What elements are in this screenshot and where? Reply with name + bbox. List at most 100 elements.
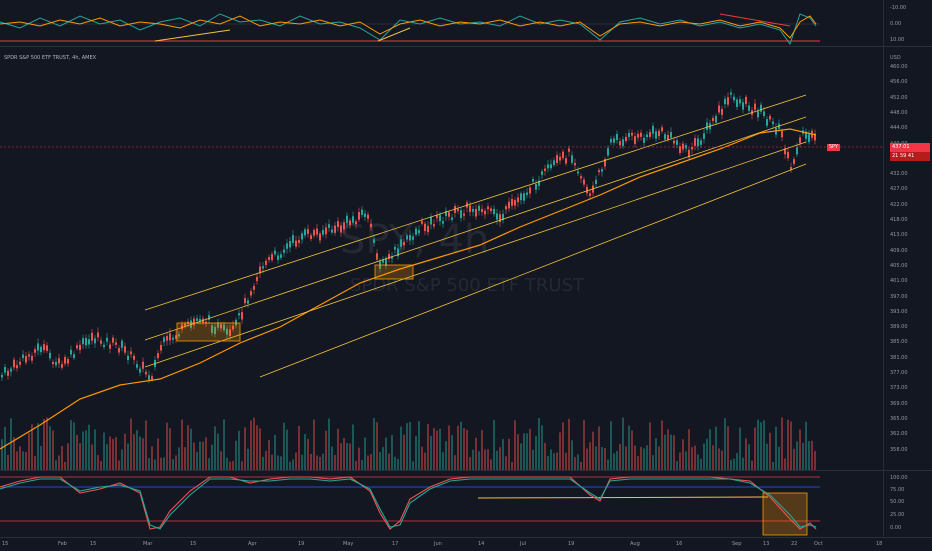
volume-bar	[514, 420, 516, 470]
price-axis[interactable]: USD 460.00456.00452.00448.00444.00440.00…	[883, 47, 932, 470]
volume-bar	[1, 439, 3, 470]
volume-bar	[646, 445, 648, 470]
candle-body	[328, 224, 330, 228]
candle-body	[556, 155, 558, 163]
candle-body	[745, 96, 747, 104]
price-axis-tick: 358.00	[890, 446, 908, 453]
candle-body	[178, 334, 180, 337]
volume-bar	[412, 461, 414, 470]
top-axis-tick: -10.00	[890, 5, 907, 11]
volume-bar	[76, 434, 78, 470]
bottom-oscillator-pane[interactable]	[0, 471, 884, 536]
volume-bar	[751, 460, 753, 470]
candle-body	[241, 312, 243, 320]
volume-bar	[37, 423, 39, 470]
volume-bar	[103, 432, 105, 470]
candle-body	[529, 187, 531, 194]
candle-body	[586, 186, 588, 194]
bottom-oscillator-axis[interactable]: 100.00 75.00 50.00 25.00 0.00	[883, 471, 932, 536]
volume-bar	[526, 433, 528, 470]
candle-body	[199, 318, 201, 323]
volume-bar	[811, 440, 813, 470]
candle-body	[613, 138, 615, 143]
volume-bar	[652, 455, 654, 470]
candle-body	[724, 98, 726, 105]
volume-bar	[523, 433, 525, 470]
candle-body	[493, 208, 495, 215]
volume-bar	[163, 457, 165, 470]
pane-separator[interactable]	[0, 46, 932, 47]
top-axis-tick: 0.00	[890, 21, 902, 27]
candle-body	[304, 229, 306, 236]
volume-bar	[352, 424, 354, 470]
candle-body	[694, 138, 696, 146]
volume-bar	[127, 443, 129, 470]
main-price-pane[interactable]: SPDR S&P 500 ETF TRUST, 4h, AMEX SPY, 4h…	[0, 47, 884, 470]
candle-body	[658, 130, 660, 137]
volume-bar	[778, 446, 780, 470]
candle-body	[526, 192, 528, 196]
symbol-tag: SPY	[826, 144, 840, 151]
top-oscillator-axis[interactable]: -10.00 0.00 10.00	[883, 0, 932, 46]
volume-bar	[622, 417, 624, 470]
candle-body	[58, 358, 60, 364]
volume-bar	[442, 452, 444, 470]
time-axis-tick: 16	[676, 541, 683, 547]
volume-bar	[133, 434, 135, 470]
pane-separator[interactable]	[0, 470, 932, 471]
candle-body	[517, 197, 519, 203]
time-axis[interactable]: 15 Feb 15 Mar 15 Apr 19 May 17 Jun 14 Jul 19 Aug 16 Sep…	[0, 537, 932, 551]
candle-body	[397, 248, 399, 257]
price-axis-tick: 456.00	[890, 79, 908, 86]
volume-bar	[703, 443, 705, 470]
candle-body	[538, 180, 540, 186]
volume-bar	[208, 458, 210, 470]
candle-body	[238, 313, 240, 316]
volume-bar	[547, 455, 549, 470]
volume-bar	[796, 441, 798, 470]
volume-bar	[460, 421, 462, 470]
volume-bar	[790, 421, 792, 470]
time-axis-tick: 18	[876, 541, 883, 547]
volume-bar	[319, 456, 321, 470]
volume-bar	[214, 426, 216, 470]
candle-body	[676, 140, 678, 145]
candle-body	[595, 179, 597, 184]
candle-body	[28, 354, 30, 357]
candle-body	[289, 241, 291, 248]
candle-body	[46, 345, 48, 351]
volume-bar	[760, 422, 762, 470]
top-oscillator-pane[interactable]	[0, 0, 884, 46]
candle-body	[646, 134, 648, 138]
candle-body	[268, 256, 270, 260]
candle-body	[544, 168, 546, 171]
volume-bar	[757, 419, 759, 470]
last-price-tag: 437.01	[890, 143, 930, 152]
volume-bar	[739, 427, 741, 470]
candle-body	[271, 254, 273, 261]
volume-bar	[376, 422, 378, 470]
last-price-value: 437.01	[892, 144, 910, 150]
volume-bar	[70, 420, 72, 470]
candle-body	[193, 318, 195, 326]
candle-body	[73, 354, 75, 358]
candle-body	[265, 260, 267, 266]
volume-bar	[781, 417, 783, 470]
chart-legend: SPDR S&P 500 ETF TRUST, 4h, AMEX	[4, 55, 97, 61]
candle-body	[460, 210, 462, 218]
candle-body	[805, 131, 807, 139]
volume-bar	[487, 449, 489, 470]
candle-body	[787, 151, 789, 159]
candle-body	[4, 367, 6, 373]
volume-bar	[154, 459, 156, 470]
candle-body	[352, 216, 354, 223]
candle-body	[382, 259, 384, 263]
candle-body	[40, 346, 42, 353]
candle-body	[763, 111, 765, 116]
candle-body	[655, 131, 657, 139]
volume-bar	[706, 438, 708, 470]
volume-bar	[211, 444, 213, 470]
candle-body	[67, 359, 69, 364]
volume-bar	[463, 428, 465, 470]
candle-body	[274, 250, 276, 255]
